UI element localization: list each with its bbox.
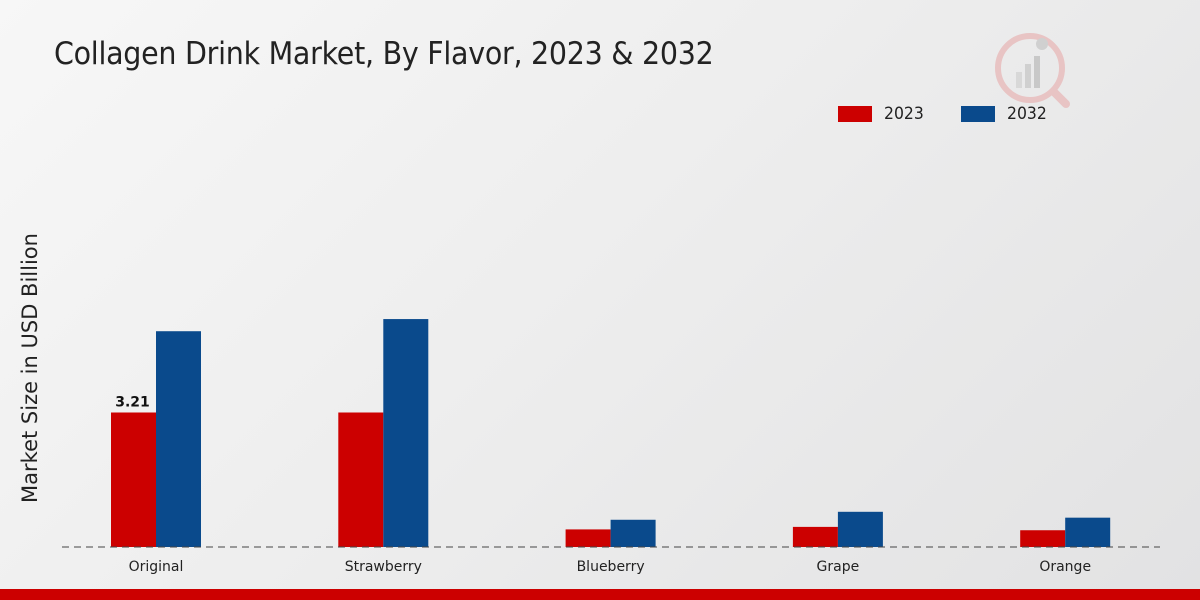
bar-2032-orange: [1065, 517, 1111, 547]
bar-2032-strawberry: [383, 319, 429, 547]
legend-swatch-2023: [838, 106, 872, 122]
bar-2032-blueberry: [610, 519, 656, 547]
bar-2023-grape: [792, 526, 838, 547]
bar-2032-original: [156, 331, 201, 547]
data-label-2023-original: 3.21: [115, 395, 150, 411]
bar-2023-blueberry: [565, 529, 611, 547]
watermark-logo-icon: [995, 33, 1070, 108]
bar-2023-original: [111, 412, 156, 547]
data-labels-group: 3.21: [115, 395, 150, 411]
bar-2023-strawberry: [338, 412, 384, 547]
category-label-original: Original: [129, 559, 184, 575]
category-label-orange: Orange: [1039, 559, 1091, 575]
legend-item-2032: 2032: [961, 104, 1050, 124]
bar-2032-grape: [837, 511, 883, 547]
legend-label-2032: 2032: [1007, 104, 1048, 124]
bottom-accent-bar: [0, 589, 1200, 600]
chart-title: Collagen Drink Market, By Flavor, 2023 &…: [54, 36, 714, 72]
legend: 2023 2032: [838, 104, 1085, 124]
legend-item-2023: 2023: [838, 104, 927, 124]
legend-swatch-2032: [961, 106, 996, 122]
category-label-blueberry: Blueberry: [577, 559, 645, 575]
bars-group: [111, 319, 1111, 547]
bar-2023-orange: [1020, 530, 1066, 547]
category-label-grape: Grape: [817, 559, 860, 575]
category-labels-group: Original Strawberry Blueberry Grape Orange: [129, 559, 1091, 575]
legend-label-2023: 2023: [884, 104, 924, 124]
category-label-strawberry: Strawberry: [345, 559, 422, 575]
